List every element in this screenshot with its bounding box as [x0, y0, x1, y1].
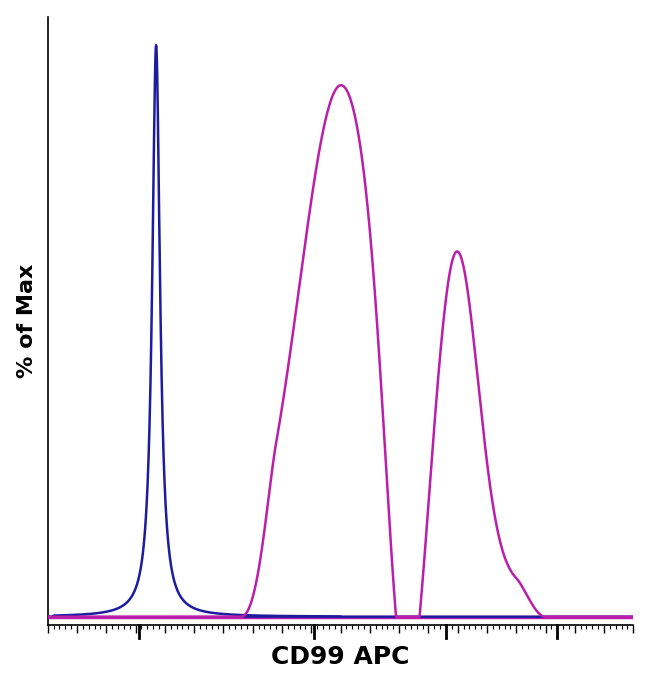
X-axis label: CD99 APC: CD99 APC	[271, 646, 410, 670]
Y-axis label: % of Max: % of Max	[17, 264, 36, 378]
